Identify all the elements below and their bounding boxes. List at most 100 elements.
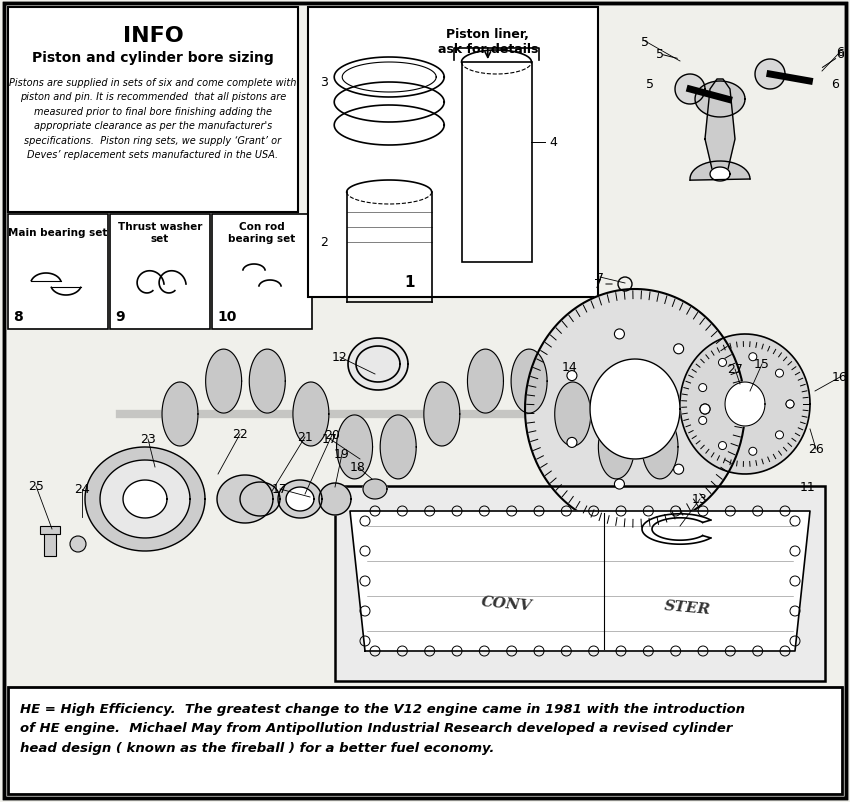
Polygon shape — [350, 512, 810, 651]
Polygon shape — [675, 75, 705, 105]
Polygon shape — [293, 383, 329, 447]
Text: 5: 5 — [641, 35, 649, 48]
Text: Con rod
bearing set: Con rod bearing set — [229, 222, 296, 244]
Text: 24: 24 — [74, 483, 90, 496]
Text: 10: 10 — [217, 310, 236, 323]
Polygon shape — [363, 480, 387, 500]
Polygon shape — [710, 168, 730, 182]
Polygon shape — [424, 383, 460, 447]
Bar — [8, 687, 842, 794]
Bar — [462, 63, 531, 263]
Text: 9: 9 — [115, 310, 125, 323]
Polygon shape — [85, 448, 205, 551]
Polygon shape — [598, 415, 634, 480]
Circle shape — [674, 344, 683, 354]
Circle shape — [786, 400, 794, 408]
Polygon shape — [511, 350, 547, 414]
Text: 22: 22 — [232, 428, 248, 441]
Text: 5: 5 — [656, 48, 664, 62]
Text: 6: 6 — [836, 48, 844, 62]
Circle shape — [674, 464, 683, 475]
Text: 13: 13 — [692, 493, 708, 506]
Polygon shape — [100, 460, 190, 538]
Circle shape — [749, 354, 756, 361]
Circle shape — [700, 404, 710, 415]
Polygon shape — [725, 383, 765, 427]
Text: INFO: INFO — [122, 26, 184, 46]
Text: 8: 8 — [13, 310, 23, 323]
Polygon shape — [217, 476, 273, 524]
Polygon shape — [249, 350, 286, 414]
Circle shape — [699, 384, 706, 392]
Text: 6: 6 — [831, 79, 839, 91]
Circle shape — [718, 359, 727, 367]
Text: 19: 19 — [334, 448, 350, 461]
Polygon shape — [286, 488, 314, 512]
Polygon shape — [337, 415, 372, 480]
Polygon shape — [468, 350, 503, 414]
Polygon shape — [278, 480, 322, 518]
Polygon shape — [525, 290, 745, 529]
Text: 25: 25 — [28, 480, 44, 493]
Text: 12: 12 — [332, 351, 348, 364]
Circle shape — [567, 438, 577, 448]
Text: Piston liner,
ask for details: Piston liner, ask for details — [438, 28, 538, 56]
Bar — [8, 8, 298, 213]
Polygon shape — [590, 359, 680, 460]
Polygon shape — [680, 334, 810, 475]
Polygon shape — [206, 350, 241, 414]
Text: Thrust washer
set: Thrust washer set — [118, 222, 202, 244]
Polygon shape — [555, 383, 591, 447]
Bar — [40, 526, 60, 534]
Text: Pistons are supplied in sets of six and come complete with
piston and pin. It is: Pistons are supplied in sets of six and … — [9, 78, 297, 160]
Text: 4: 4 — [549, 136, 558, 149]
Bar — [44, 533, 56, 557]
Bar — [335, 486, 825, 681]
Text: 26: 26 — [808, 443, 824, 456]
Bar — [212, 215, 312, 330]
Text: Piston and cylinder bore sizing: Piston and cylinder bore sizing — [32, 51, 274, 65]
Circle shape — [775, 431, 784, 439]
Polygon shape — [123, 480, 167, 518]
Circle shape — [70, 537, 86, 553]
Text: HE = High Efficiency.  The greatest change to the V12 engine came in 1981 with t: HE = High Efficiency. The greatest chang… — [20, 702, 745, 754]
Text: 1: 1 — [405, 274, 415, 290]
Text: 15: 15 — [754, 358, 770, 371]
Polygon shape — [695, 82, 745, 118]
Bar — [8, 215, 108, 330]
Polygon shape — [690, 162, 750, 181]
Text: 23: 23 — [140, 433, 156, 446]
Text: 7: 7 — [596, 271, 604, 284]
Text: 17: 17 — [272, 483, 288, 496]
Text: 21: 21 — [298, 431, 313, 444]
Text: Main bearing set: Main bearing set — [8, 228, 108, 237]
Polygon shape — [705, 80, 735, 170]
Circle shape — [700, 404, 710, 415]
Circle shape — [749, 448, 756, 456]
Polygon shape — [755, 60, 785, 90]
Circle shape — [615, 330, 625, 339]
Polygon shape — [642, 415, 678, 480]
Polygon shape — [240, 482, 280, 516]
Text: 7: 7 — [594, 278, 602, 291]
Text: 14: 14 — [562, 361, 578, 374]
Text: 18: 18 — [350, 461, 366, 474]
Text: CONV: CONV — [480, 594, 533, 613]
Text: STER: STER — [664, 598, 711, 616]
Text: 3: 3 — [320, 76, 328, 89]
Circle shape — [718, 442, 727, 450]
Text: 17: 17 — [322, 433, 338, 446]
Text: 5: 5 — [646, 79, 654, 91]
Bar — [308, 8, 598, 298]
Text: 16: 16 — [832, 371, 847, 384]
Circle shape — [567, 371, 577, 381]
Text: 6: 6 — [836, 47, 844, 59]
Circle shape — [775, 370, 784, 378]
Polygon shape — [319, 484, 351, 516]
Circle shape — [615, 480, 625, 489]
Polygon shape — [348, 338, 408, 391]
Circle shape — [786, 400, 794, 408]
Bar — [110, 215, 210, 330]
Circle shape — [699, 417, 706, 425]
Text: 11: 11 — [800, 481, 816, 494]
